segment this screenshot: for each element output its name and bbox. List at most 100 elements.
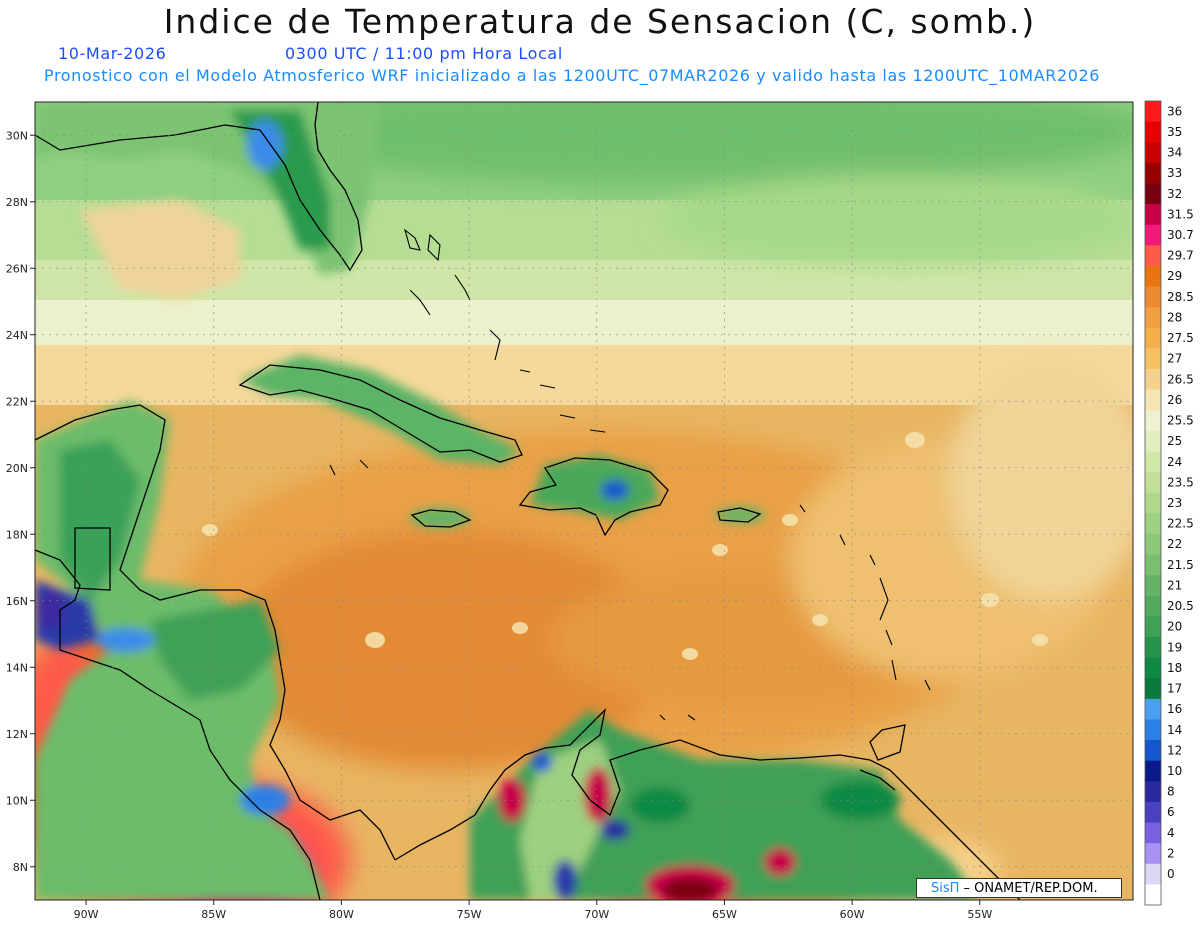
colorbar-swatch	[1145, 204, 1161, 226]
colorbar-label: 31.5	[1167, 207, 1194, 221]
colorbar-swatch	[1145, 843, 1161, 865]
lon-tick-label: 70W	[584, 908, 609, 921]
lat-tick-label: 12N	[6, 728, 28, 741]
colorbar-label: 34	[1167, 146, 1182, 160]
lat-tick-label: 24N	[6, 329, 28, 342]
colorbar-swatch	[1145, 183, 1161, 205]
colorbar-swatch	[1145, 760, 1161, 782]
colorbar-label: 30.7	[1167, 228, 1194, 242]
colorbar-frame	[1144, 100, 1162, 906]
colorbar-swatch	[1145, 410, 1161, 432]
colorbar-label: 14	[1167, 723, 1182, 737]
sispi-logo: SisΠ	[931, 881, 960, 896]
graticule	[35, 102, 1133, 900]
colorbar-swatch	[1145, 554, 1161, 576]
map-axes: 90W 85W 80W 75W 70W 65W 60W 55W 30N 28N 26N 24N 22N 2…	[6, 129, 993, 921]
lat-tick-label: 26N	[6, 262, 28, 275]
colorbar-label: 32	[1167, 187, 1182, 201]
lat-tick-label: 18N	[6, 528, 28, 541]
model-subtitle: Pronostico con el Modelo Atmosferico WRF…	[44, 66, 1101, 85]
lon-tick-label: 60W	[840, 908, 865, 921]
map-frame	[34, 101, 1134, 901]
colorbar-swatch	[1145, 801, 1161, 824]
colorbar-label: 33	[1167, 166, 1182, 180]
lon-tick-label: 65W	[712, 908, 737, 921]
colorbar-swatch	[1145, 616, 1161, 638]
colorbar-label: 21.5	[1167, 558, 1194, 572]
credit-text: – ONAMET/REP.DOM.	[959, 881, 1098, 896]
colorbar-label: 25	[1167, 434, 1182, 448]
lon-tick-label: 75W	[457, 908, 482, 921]
colorbar-label: 23	[1167, 496, 1182, 510]
colorbar-swatch	[1145, 719, 1161, 741]
colorbar-label: 24	[1167, 455, 1182, 469]
colorbar-swatch	[1145, 430, 1161, 452]
colorbar-label: 29.7	[1167, 249, 1194, 263]
colorbar-label: 19	[1167, 640, 1182, 654]
credit-box: SisΠ – ONAMET/REP.DOM.	[916, 878, 1122, 898]
colorbar-label: 21	[1167, 578, 1182, 592]
colorbar-label: 28.5	[1167, 290, 1194, 304]
colorbar-label: 27	[1167, 352, 1182, 366]
lon-tick-label: 90W	[74, 908, 99, 921]
colorbar-label: 0	[1167, 867, 1175, 881]
colorbar-swatch	[1145, 265, 1161, 288]
colorbar-label: 26.5	[1167, 372, 1194, 386]
lon-tick-label: 80W	[329, 908, 354, 921]
colorbar-swatch	[1145, 822, 1161, 844]
colorbar-label: 20	[1167, 620, 1182, 634]
colorbar-label: 10	[1167, 764, 1182, 778]
colorbar-label: 8	[1167, 785, 1175, 799]
colorbar-label: 35	[1167, 125, 1182, 139]
colorbar-label: 27.5	[1167, 331, 1194, 345]
lat-tick-label: 30N	[6, 129, 28, 142]
colorbar-swatch	[1145, 575, 1161, 597]
colorbar-swatch	[1145, 389, 1161, 411]
colorbar-label: 26	[1167, 393, 1182, 407]
colorbar-swatch	[1145, 513, 1161, 535]
colorbar-swatch	[1145, 657, 1161, 679]
map-field	[35, 102, 1133, 900]
lat-tick-label: 16N	[6, 595, 28, 608]
colorbar-label: 29	[1167, 269, 1182, 283]
colorbar-swatch	[1145, 101, 1161, 123]
colorbar-swatch	[1145, 121, 1161, 143]
colorbar-swatch	[1145, 698, 1161, 720]
colorbar-swatch	[1145, 142, 1161, 164]
forecast-time: 0300 UTC / 11:00 pm Hora Local	[285, 44, 563, 63]
colorbar-swatch	[1145, 533, 1161, 556]
colorbar-swatch	[1145, 369, 1161, 391]
colorbar-swatch	[1145, 245, 1161, 267]
colorbar-swatch	[1145, 781, 1161, 803]
lat-tick-label: 28N	[6, 196, 28, 209]
lat-tick-label: 14N	[6, 661, 28, 674]
lat-tick-label: 10N	[6, 794, 28, 807]
colorbar-swatch	[1145, 327, 1161, 349]
colorbar-label: 23.5	[1167, 475, 1194, 489]
colorbar: 363534333231.530.729.72928.52827.52726.5…	[1144, 100, 1194, 906]
colorbar-swatch	[1145, 224, 1161, 246]
colorbar-label: 25.5	[1167, 414, 1194, 428]
colorbar-label: 12	[1167, 743, 1182, 757]
colorbar-label: 16	[1167, 702, 1182, 716]
colorbar-swatch	[1145, 286, 1161, 308]
colorbar-label: 28	[1167, 310, 1182, 324]
colorbar-label: 22.5	[1167, 517, 1194, 531]
colorbar-swatch	[1145, 637, 1161, 659]
colorbar-swatch	[1145, 472, 1161, 494]
lat-tick-label: 20N	[6, 462, 28, 475]
colorbar-swatch	[1145, 451, 1161, 473]
colorbar-swatch	[1145, 740, 1161, 762]
colorbar-swatch	[1145, 595, 1161, 617]
colorbar-swatch	[1145, 307, 1161, 329]
lon-tick-label: 55W	[967, 908, 992, 921]
colorbar-swatch	[1145, 348, 1161, 370]
colorbar-swatch	[1145, 162, 1161, 184]
colorbar-label: 2	[1167, 846, 1175, 860]
map-title: Indice de Temperatura de Sensacion (C, s…	[163, 2, 1037, 41]
colorbar-label: 17	[1167, 682, 1182, 696]
lat-tick-label: 8N	[13, 861, 28, 874]
lat-tick-label: 22N	[6, 395, 28, 408]
colorbar-label: 20.5	[1167, 599, 1194, 613]
